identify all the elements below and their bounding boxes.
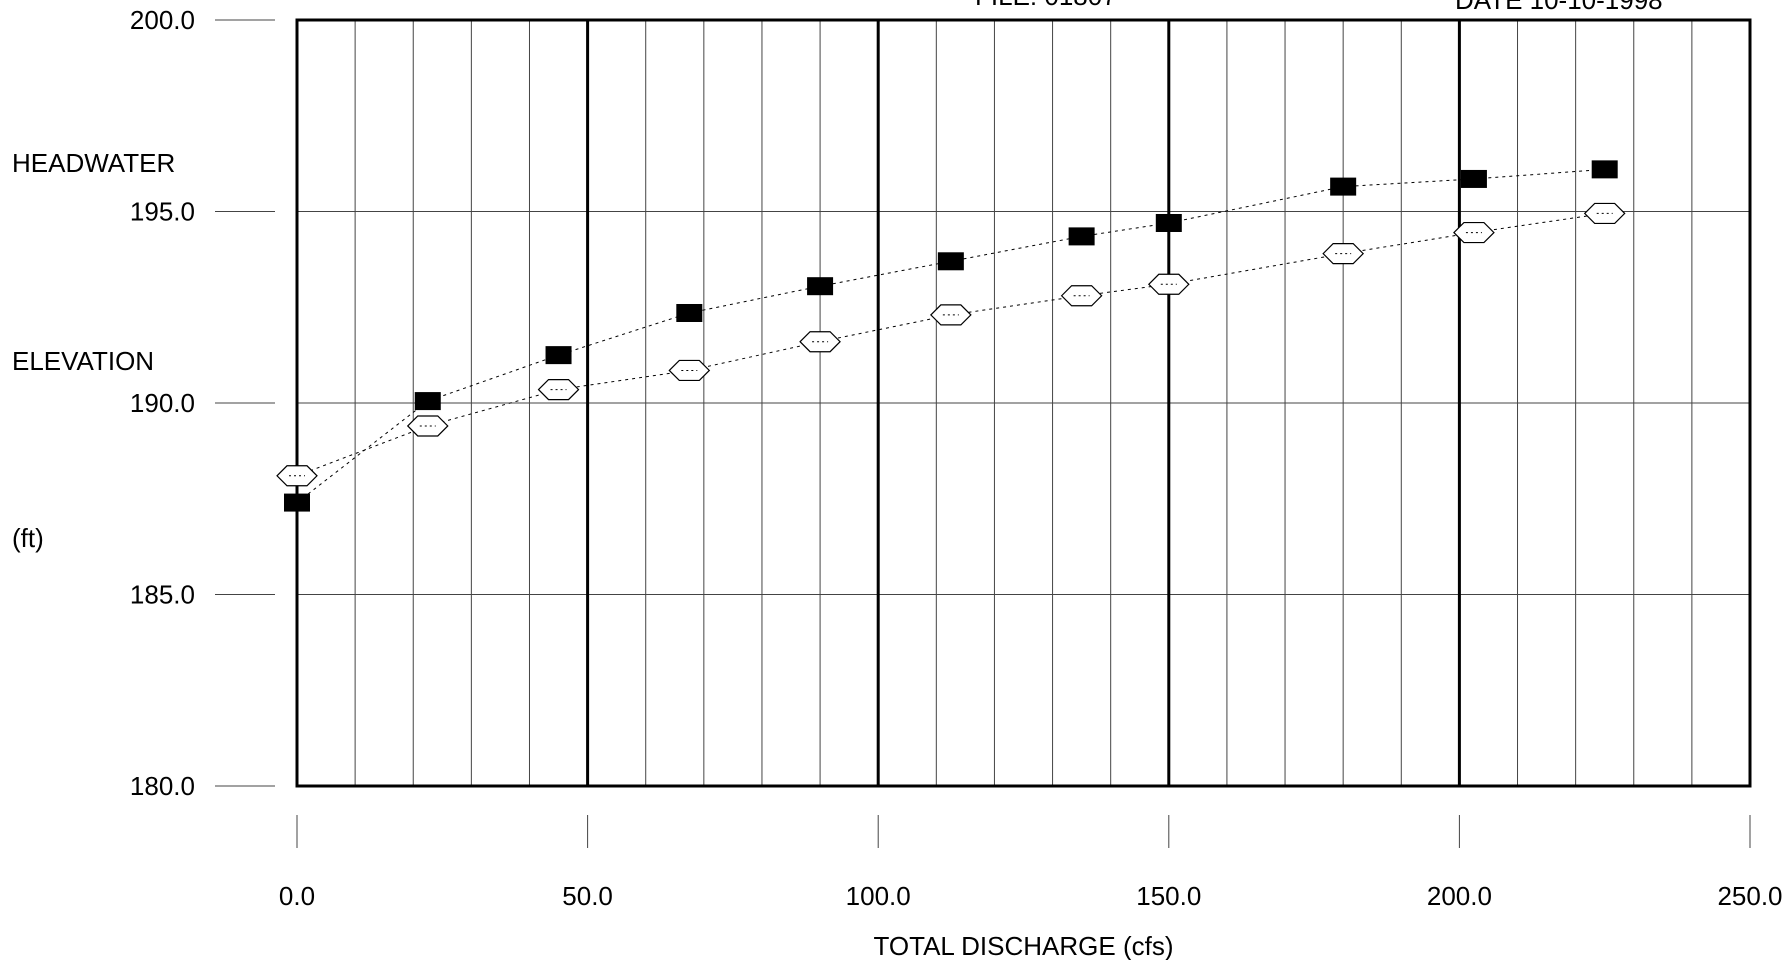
x-tick-label: 50.0 <box>562 881 613 911</box>
series-2-point <box>668 359 711 382</box>
series-2-point <box>1322 243 1365 265</box>
x-tick-label: 0.0 <box>279 881 315 911</box>
series-1-point <box>414 392 441 411</box>
y-tick-label: 200.0 <box>130 5 195 35</box>
x-tick-label: 150.0 <box>1136 881 1201 911</box>
series-1-point <box>1068 227 1095 246</box>
series-2-point <box>1147 273 1190 295</box>
series-2-point <box>1060 285 1103 307</box>
file-label: FILE: 01807 <box>975 0 1117 11</box>
series-1-point <box>937 252 964 271</box>
series-2-point <box>1583 202 1626 225</box>
series-2-point <box>930 304 972 326</box>
series-2-point <box>799 331 841 353</box>
plot-frame <box>295 18 1752 788</box>
series-2-point <box>276 465 318 487</box>
x-tick-label: 200.0 <box>1427 881 1492 911</box>
series-1-point <box>1460 169 1487 188</box>
x-tick-label: 250.0 <box>1717 881 1782 911</box>
x-tick-label: 100.0 <box>846 881 911 911</box>
series-1-point <box>545 346 572 365</box>
x-axis-title: TOTAL DISCHARGE (cfs) <box>874 931 1174 960</box>
series-2-point <box>537 378 580 401</box>
series-2-point <box>406 415 449 437</box>
series-2-point <box>1453 221 1495 244</box>
series-1-point <box>676 303 703 322</box>
series-1-point <box>1591 160 1618 179</box>
date-label: DATE 10-10-1998 <box>1455 0 1663 15</box>
series-1-point <box>1155 213 1182 232</box>
y-axis-title-line: HEADWATER <box>12 148 175 178</box>
y-tick-label: 185.0 <box>130 580 195 610</box>
y-axis-title-line: ELEVATION <box>12 346 154 376</box>
y-tick-label: 190.0 <box>130 388 195 418</box>
y-tick-label: 180.0 <box>130 771 195 801</box>
series-1-point <box>284 493 310 512</box>
series-1-point <box>807 277 834 296</box>
y-axis-title-line: (ft) <box>12 523 44 553</box>
y-tick-label: 195.0 <box>130 197 195 227</box>
series-1-point <box>1330 177 1357 196</box>
